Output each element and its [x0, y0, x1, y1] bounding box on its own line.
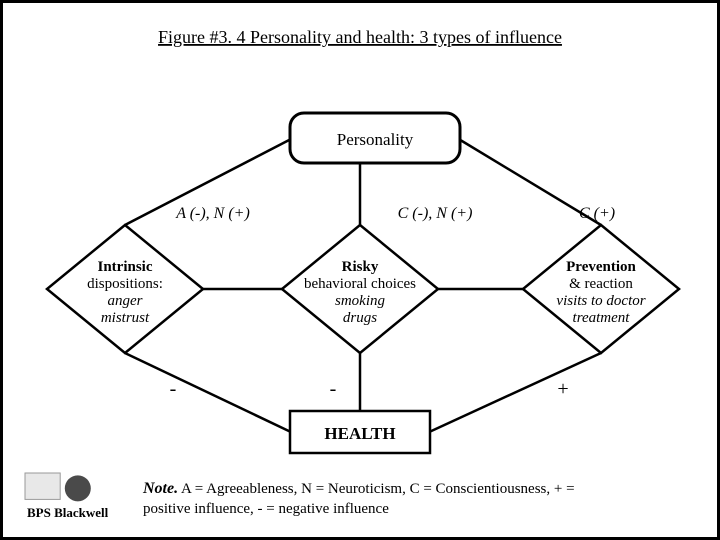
diamond-prevention-l2: & reaction — [569, 276, 633, 292]
diamond-intrinsic-l4: mistrust — [101, 310, 150, 326]
publisher-text: BPS Blackwell — [27, 505, 109, 520]
page-frame: Figure #3. 4 Personality and health: 3 t… — [0, 0, 720, 540]
diamond-risky-l2: behavioral choices — [304, 276, 416, 292]
diamond-intrinsic-l2: dispositions: — [87, 276, 163, 292]
diagram-svg: Figure #3. 4 Personality and health: 3 t… — [3, 3, 717, 537]
sign-middle: - — [330, 378, 337, 400]
health-label: HEALTH — [324, 424, 395, 443]
note-line1: Note. A = Agreeableness, N = Neuroticism… — [142, 480, 575, 497]
figure-title: Figure #3. 4 Personality and health: 3 t… — [158, 27, 562, 47]
diamond-risky-l1: Risky — [342, 259, 379, 275]
diamond-intrinsic-l1: Intrinsic — [97, 259, 152, 275]
edge-label-right: C (+) — [579, 205, 615, 222]
publisher-logo: BPS Blackwell — [25, 473, 109, 520]
sign-left: - — [170, 378, 177, 400]
sign-right: + — [557, 378, 568, 400]
personality-label: Personality — [337, 130, 414, 149]
diamond-risky-l4: drugs — [343, 310, 377, 326]
diamond-prevention-l1: Prevention — [566, 259, 636, 275]
diamond-risky-l3: smoking — [335, 293, 385, 309]
diamond-prevention-l4: treatment — [573, 310, 631, 326]
note-line2: positive influence, - = negative influen… — [143, 501, 389, 517]
edge-label-left: A (-), N (+) — [175, 205, 250, 222]
edge-label-middle: C (-), N (+) — [398, 205, 473, 222]
diamond-prevention-l3: visits to doctor — [556, 293, 645, 309]
diamond-intrinsic-l3: anger — [108, 293, 143, 309]
